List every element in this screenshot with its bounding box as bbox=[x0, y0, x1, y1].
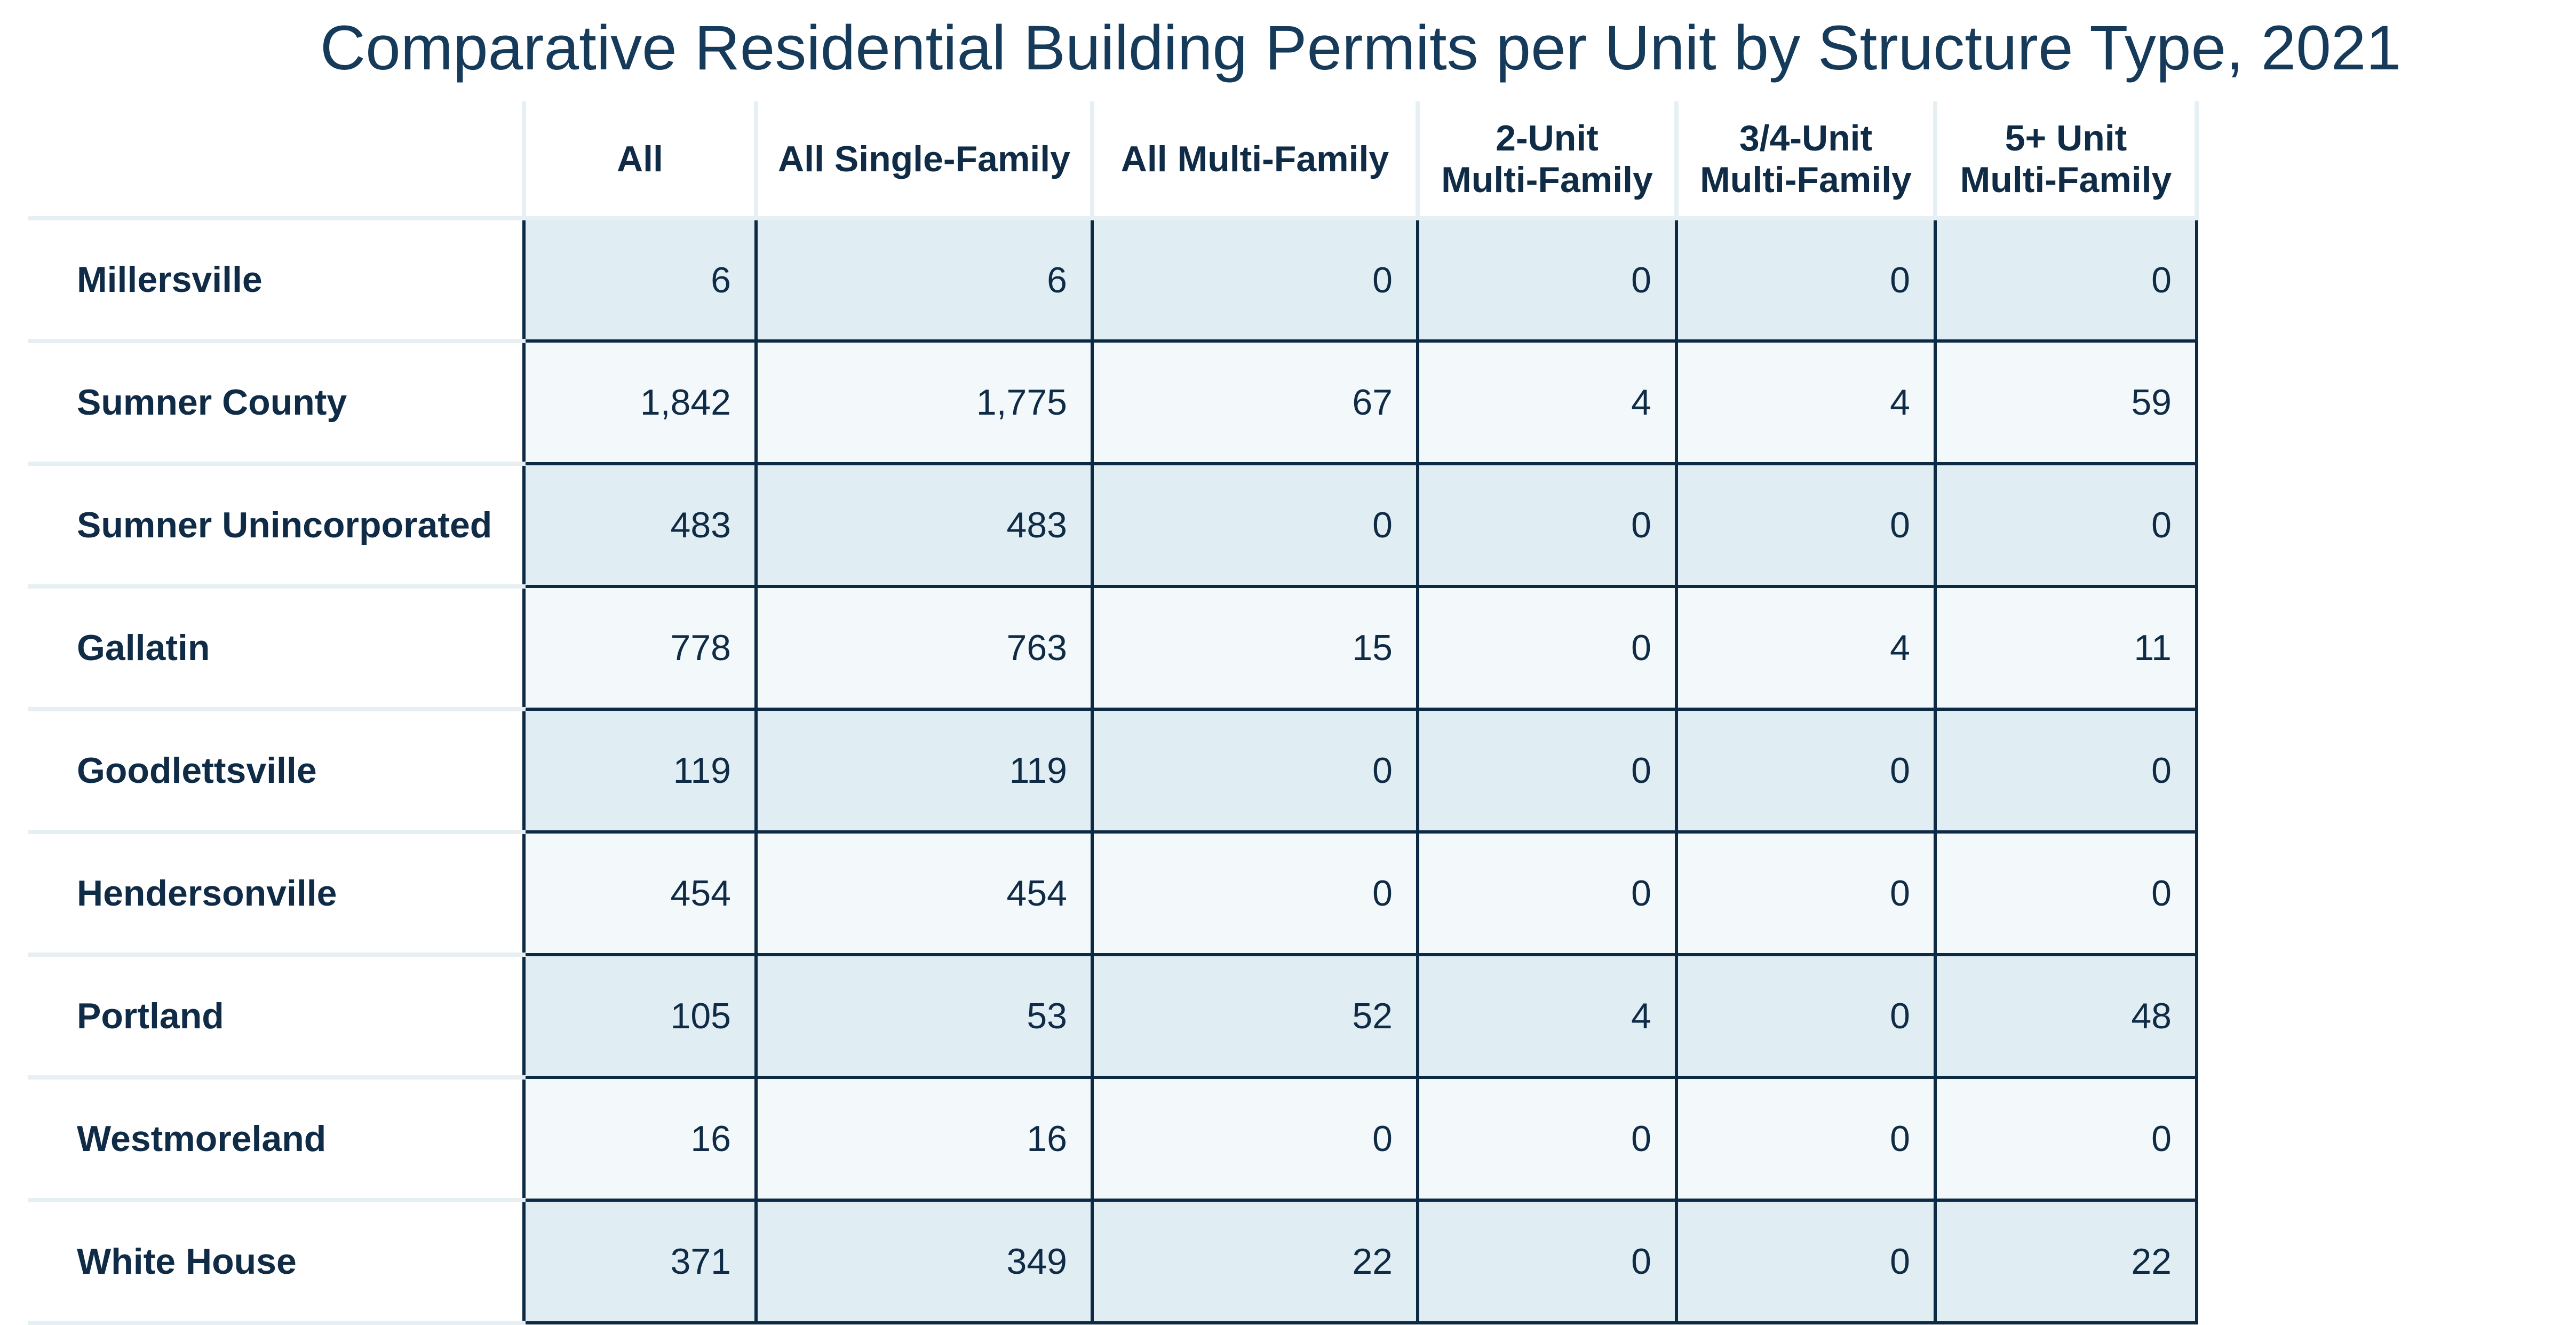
row-label: Millersville bbox=[28, 218, 524, 343]
table-row: Sumner Unincorporated 483 483 0 0 0 0 bbox=[28, 462, 2198, 589]
table-cell: 0 bbox=[1091, 830, 1419, 956]
table-cell: 0 bbox=[1934, 830, 2198, 956]
table-cell: 0 bbox=[1416, 585, 1678, 711]
table-cell: 1,842 bbox=[522, 339, 758, 465]
table-row: Portland 105 53 52 4 0 48 bbox=[28, 953, 2198, 1080]
table-cell: 454 bbox=[522, 830, 758, 956]
table-cell: 0 bbox=[1934, 1076, 2198, 1202]
row-label: White House bbox=[28, 1200, 524, 1325]
table-cell: 0 bbox=[1091, 1076, 1419, 1202]
column-header: All Multi-Family bbox=[1090, 101, 1420, 220]
table-row: Hendersonville 454 454 0 0 0 0 bbox=[28, 830, 2198, 957]
table-cell: 0 bbox=[1934, 217, 2198, 343]
table-cell: 22 bbox=[1091, 1199, 1419, 1324]
table-cell: 53 bbox=[754, 953, 1094, 1079]
chart-title: Comparative Residential Building Permits… bbox=[320, 13, 2402, 83]
column-header: 2-Unit Multi-Family bbox=[1416, 101, 1679, 220]
table-cell: 4 bbox=[1675, 339, 1937, 465]
column-header-line: All Single-Family bbox=[778, 138, 1070, 179]
row-label: Sumner County bbox=[28, 341, 524, 466]
column-header-line: 3/4-Unit bbox=[1739, 117, 1873, 158]
row-label: Gallatin bbox=[28, 586, 524, 711]
table-cell: 105 bbox=[522, 953, 758, 1079]
row-label: Goodlettsville bbox=[28, 709, 524, 834]
column-header-line: All Multi-Family bbox=[1120, 138, 1389, 179]
table-cell: 48 bbox=[1934, 953, 2198, 1079]
table-row: Westmoreland 16 16 0 0 0 0 bbox=[28, 1076, 2198, 1202]
column-header-line: 2-Unit bbox=[1496, 117, 1599, 158]
table-cell: 0 bbox=[1675, 1076, 1937, 1202]
table-row: Sumner County 1,842 1,775 67 4 4 59 bbox=[28, 339, 2198, 466]
table-cell: 0 bbox=[1934, 708, 2198, 834]
table-cell: 59 bbox=[1934, 339, 2198, 465]
table-cell: 16 bbox=[754, 1076, 1094, 1202]
column-header: 3/4-Unit Multi-Family bbox=[1674, 101, 1937, 220]
table-cell: 0 bbox=[1416, 462, 1678, 588]
column-header-line: All bbox=[617, 138, 663, 179]
table-cell: 0 bbox=[1934, 462, 2198, 588]
table-cell: 6 bbox=[522, 217, 758, 343]
column-header-line: 5+ Unit bbox=[2005, 117, 2127, 158]
column-header-line: Multi-Family bbox=[1700, 159, 1912, 200]
table-cell: 0 bbox=[1416, 217, 1678, 343]
row-label: Hendersonville bbox=[28, 832, 524, 957]
table-cell: 0 bbox=[1416, 830, 1678, 956]
table-cell: 119 bbox=[754, 708, 1094, 834]
table-cell: 22 bbox=[1934, 1199, 2198, 1324]
table-cell: 0 bbox=[1675, 708, 1937, 834]
header-row: All All Single-Family All Multi-Family 2-Un… bbox=[28, 101, 2199, 220]
column-header: All bbox=[522, 101, 758, 220]
table-cell: 15 bbox=[1091, 585, 1419, 711]
table-row: White House 371 349 22 0 0 22 bbox=[28, 1199, 2198, 1325]
table-cell: 119 bbox=[522, 708, 758, 834]
table-cell: 454 bbox=[754, 830, 1094, 956]
table-cell: 16 bbox=[522, 1076, 758, 1202]
table-cell: 6 bbox=[754, 217, 1094, 343]
row-label: Portland bbox=[28, 955, 524, 1080]
table-cell: 11 bbox=[1934, 585, 2198, 711]
table-cell: 763 bbox=[754, 585, 1094, 711]
row-label: Westmoreland bbox=[28, 1077, 524, 1202]
table-cell: 349 bbox=[754, 1199, 1094, 1324]
table-cell: 0 bbox=[1675, 462, 1937, 588]
table-cell: 0 bbox=[1675, 217, 1937, 343]
table-cell: 778 bbox=[522, 585, 758, 711]
table-row: Goodlettsville 119 119 0 0 0 0 bbox=[28, 708, 2198, 834]
header-corner bbox=[28, 101, 526, 220]
row-label: Sumner Unincorporated bbox=[28, 464, 524, 589]
table-cell: 0 bbox=[1416, 1199, 1678, 1324]
table-row: Gallatin 778 763 15 0 4 11 bbox=[28, 585, 2198, 711]
table-body: Millersville 6 6 0 0 0 0 Sumner County 1,842 1,77… bbox=[28, 217, 2198, 1325]
table-cell: 0 bbox=[1091, 462, 1419, 588]
table-cell: 0 bbox=[1416, 708, 1678, 834]
column-header-line: Multi-Family bbox=[1441, 159, 1653, 200]
table-cell: 0 bbox=[1675, 830, 1937, 956]
table-row: Millersville 6 6 0 0 0 0 bbox=[28, 217, 2198, 343]
table-cell: 0 bbox=[1675, 953, 1937, 1079]
table-cell: 4 bbox=[1416, 339, 1678, 465]
table-cell: 52 bbox=[1091, 953, 1419, 1079]
table-cell: 0 bbox=[1091, 708, 1419, 834]
table-cell: 0 bbox=[1675, 1199, 1937, 1324]
table-cell: 0 bbox=[1091, 217, 1419, 343]
column-header: All Single-Family bbox=[754, 101, 1094, 220]
table-cell: 0 bbox=[1416, 1076, 1678, 1202]
column-header-line: Multi-Family bbox=[1960, 159, 2172, 200]
table-cell: 483 bbox=[522, 462, 758, 588]
permits-table: All All Single-Family All Multi-Family 2-Un… bbox=[28, 101, 2199, 1325]
table-cell: 4 bbox=[1416, 953, 1678, 1079]
table-cell: 67 bbox=[1091, 339, 1419, 465]
column-header: 5+ Unit Multi-Family bbox=[1933, 101, 2199, 220]
table-cell: 1,775 bbox=[754, 339, 1094, 465]
table-cell: 371 bbox=[522, 1199, 758, 1324]
table-cell: 483 bbox=[754, 462, 1094, 588]
table-cell: 4 bbox=[1675, 585, 1937, 711]
